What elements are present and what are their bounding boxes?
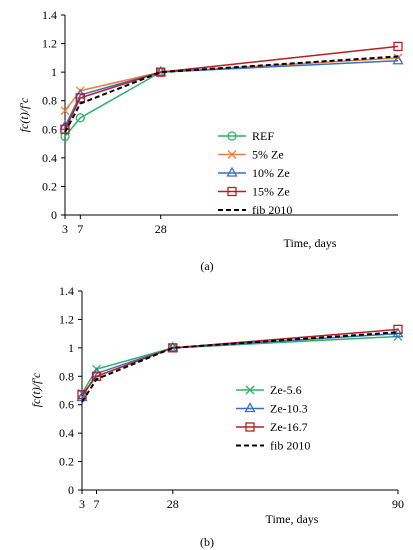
series-line-1 [81, 335, 399, 394]
data-point [60, 106, 70, 116]
x-tick-label: 7 [94, 497, 100, 511]
y-tick-label: 1.4 [59, 284, 74, 298]
chart-panel-2: 0 0.2 0.4 0.6 0.8 1 1.2 1.4 3 7 28 90 fc(t)/f'c Time,… [29, 284, 404, 549]
legend-marker [227, 150, 237, 159]
x-axis-label: Time, days [284, 236, 337, 250]
legend: REF 5% Ze 10% Ze 15% Ze fib 2010 [218, 129, 292, 217]
series-line-4 [81, 331, 399, 403]
x-tick-label: 28 [167, 497, 179, 511]
legend-label: fib 2010 [252, 203, 292, 217]
legend-label: REF [252, 129, 274, 143]
legend-label: Ze-10.3 [270, 402, 308, 416]
legend-label: 10% Ze [252, 166, 290, 180]
y-tick-label: 0.2 [42, 179, 57, 193]
y-tick-label: 1 [68, 341, 74, 355]
legend-marker [227, 186, 237, 197]
series-line-1 [64, 71, 162, 137]
y-tick-label: 0.8 [42, 94, 57, 108]
data-point [75, 93, 85, 103]
panel-label: (a) [200, 259, 213, 273]
data-point [393, 41, 403, 52]
y-tick-label: 0.8 [59, 369, 74, 383]
series-line-2 [64, 57, 399, 112]
legend-label: 5% Ze [252, 148, 284, 162]
y-tick-label: 0.6 [59, 398, 74, 412]
data-point [60, 131, 70, 142]
x-axis-label: Time, days [266, 512, 319, 526]
y-tick-label: 0.4 [59, 426, 74, 440]
panel-label: (b) [200, 535, 214, 549]
legend-marker [244, 402, 256, 413]
legend-label: Ze-5.6 [270, 383, 302, 397]
data-point [392, 54, 404, 65]
y-axis-label: fc(t)/f'c [29, 372, 43, 407]
legend-marker [245, 422, 255, 432]
data-point [393, 324, 403, 335]
legend: Ze-5.6 Ze-10.3 Ze-16.7 fib 2010 [236, 383, 310, 453]
x-tick-label: 7 [77, 222, 83, 236]
legend-marker [227, 131, 237, 141]
x-tick-label: 90 [392, 497, 404, 511]
x-tick-label: 28 [155, 222, 167, 236]
y-tick-label: 0 [51, 208, 57, 222]
y-tick-label: 1.2 [42, 37, 57, 51]
y-tick-label: 1 [51, 65, 57, 79]
y-tick-label: 0.4 [42, 151, 57, 165]
y-axis-label: fc(t)/f'c [17, 97, 31, 132]
y-tick-label: 1.2 [59, 312, 74, 326]
legend-marker [226, 166, 238, 177]
legend-label: Ze-16.7 [270, 420, 308, 434]
y-tick-label: 1.4 [42, 8, 57, 22]
x-tick-label: 3 [79, 497, 85, 511]
y-tick-label: 0 [68, 483, 74, 497]
series-line-3 [64, 59, 399, 127]
data-point [60, 124, 70, 134]
data-point [167, 341, 179, 352]
y-tick-label: 0.6 [42, 122, 57, 136]
legend-label: 15% Ze [252, 185, 290, 199]
series-line-3 [81, 328, 399, 396]
chart-panel-1: 0 0.2 0.4 0.6 0.8 1 1.2 1.4 3 7 28 fc(t)/f'c Time, d… [17, 8, 404, 273]
series-line-5 [64, 55, 399, 133]
legend-marker [245, 385, 255, 395]
x-tick-label: 3 [62, 222, 68, 236]
data-point [75, 113, 85, 123]
series-line-4 [64, 45, 399, 130]
y-tick-label: 0.2 [59, 455, 74, 469]
legend-label: fib 2010 [270, 439, 310, 453]
